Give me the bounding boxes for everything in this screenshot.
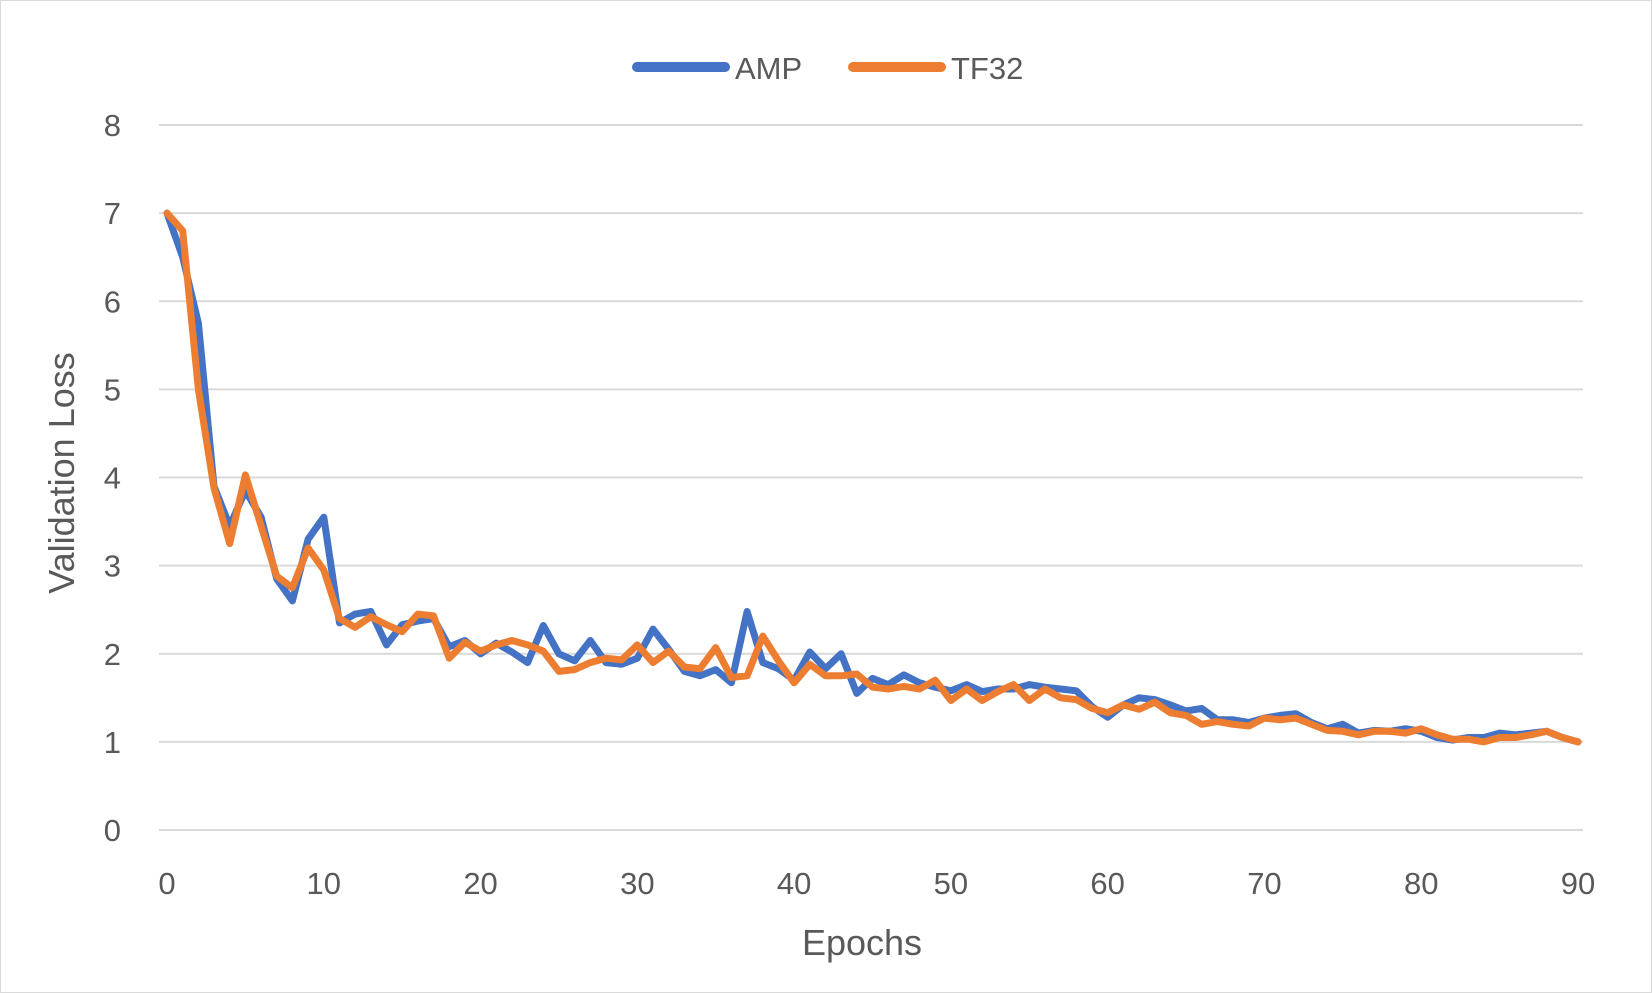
y-tick-label: 0 [104,813,121,848]
y-tick-label: 7 [104,196,121,231]
series-line-tf32 [163,209,1582,746]
x-tick-label: 60 [1090,866,1124,901]
x-tick-label: 0 [158,866,175,901]
legend-label-amp: AMP [735,51,802,86]
x-tick-label: 70 [1247,866,1281,901]
y-axis-ticks: 0 1 2 3 4 5 6 7 8 [104,108,121,848]
y-axis-title: Validation Loss [41,352,82,594]
y-tick-label: 4 [104,461,121,496]
y-tick-label: 8 [104,108,121,143]
x-tick-label: 10 [307,866,341,901]
legend-label-tf32: TF32 [951,51,1023,86]
x-axis-ticks: 0 10 20 30 40 50 60 70 80 90 [158,866,1595,901]
gridlines [159,124,1583,831]
series-line-amp [163,209,1582,746]
legend: AMP TF32 [632,51,1023,86]
x-tick-label: 30 [620,866,654,901]
x-tick-label: 40 [777,866,811,901]
y-tick-label: 6 [104,284,121,319]
series-layer [163,209,1582,746]
x-tick-label: 20 [463,866,497,901]
x-tick-label: 50 [934,866,968,901]
x-tick-label: 80 [1404,866,1438,901]
y-tick-label: 1 [104,725,121,760]
y-tick-label: 5 [104,372,121,407]
x-axis-title: Epochs [802,922,922,963]
y-tick-label: 2 [104,637,121,672]
x-tick-label: 90 [1561,866,1595,901]
y-tick-label: 3 [104,549,121,584]
